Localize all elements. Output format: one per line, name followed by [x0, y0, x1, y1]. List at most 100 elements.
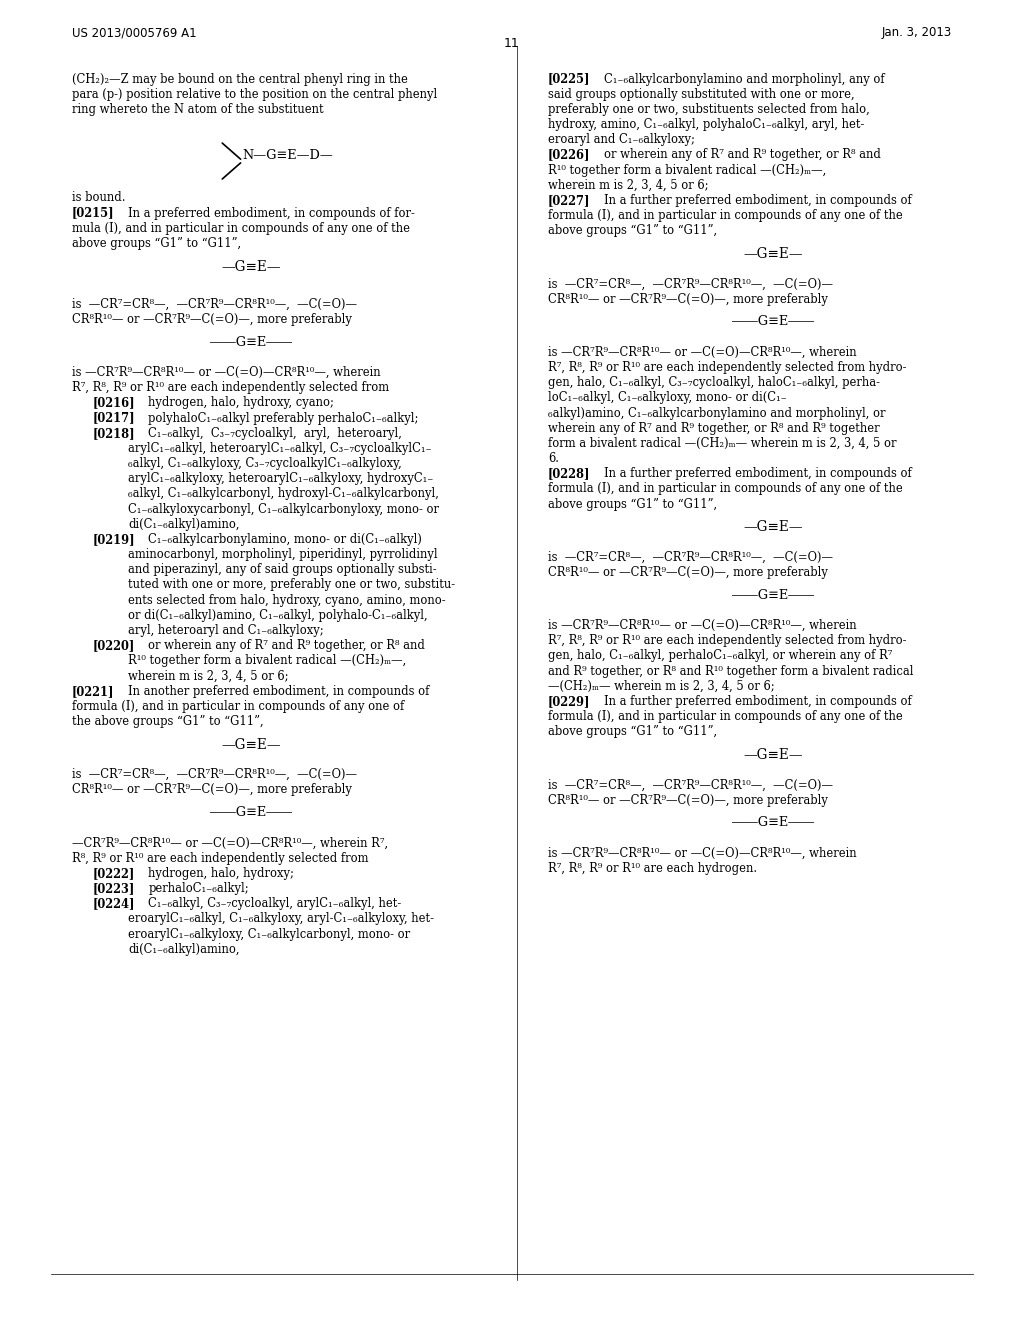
Text: —CR⁷R⁹—CR⁸R¹⁰— or —C(=O)—CR⁸R¹⁰—, wherein R⁷,: —CR⁷R⁹—CR⁸R¹⁰— or —C(=O)—CR⁸R¹⁰—, wherei… — [72, 837, 388, 850]
Text: or di(C₁₋₆alkyl)amino, C₁₋₆alkyl, polyhalo-C₁₋₆alkyl,: or di(C₁₋₆alkyl)amino, C₁₋₆alkyl, polyha… — [128, 609, 428, 622]
Text: or wherein any of R⁷ and R⁹ together, or R⁸ and: or wherein any of R⁷ and R⁹ together, or… — [148, 639, 425, 652]
Text: is —CR⁷R⁹—CR⁸R¹⁰— or —C(=O)—CR⁸R¹⁰—, wherein: is —CR⁷R⁹—CR⁸R¹⁰— or —C(=O)—CR⁸R¹⁰—, whe… — [548, 846, 856, 859]
Text: [0229]: [0229] — [548, 694, 591, 708]
Text: —G≡E—: —G≡E— — [221, 738, 281, 752]
Text: is —CR⁷R⁹—CR⁸R¹⁰— or —C(=O)—CR⁸R¹⁰—, wherein: is —CR⁷R⁹—CR⁸R¹⁰— or —C(=O)—CR⁸R¹⁰—, whe… — [548, 619, 856, 632]
Text: CR⁸R¹⁰— or —CR⁷R⁹—C(=O)—, more preferably: CR⁸R¹⁰— or —CR⁷R⁹—C(=O)—, more preferabl… — [548, 566, 827, 579]
Text: ――G≡E――: ――G≡E―― — [732, 816, 814, 829]
Text: is —CR⁷R⁹—CR⁸R¹⁰— or —C(=O)—CR⁸R¹⁰—, wherein: is —CR⁷R⁹—CR⁸R¹⁰— or —C(=O)—CR⁸R¹⁰—, whe… — [548, 346, 856, 359]
Text: the above groups “G1” to “G11”,: the above groups “G1” to “G11”, — [72, 715, 263, 729]
Text: In a further preferred embodiment, in compounds of: In a further preferred embodiment, in co… — [604, 467, 912, 480]
Text: C₁₋₆alkyl,  C₃₋₇cycloalkyl,  aryl,  heteroaryl,: C₁₋₆alkyl, C₃₋₇cycloalkyl, aryl, heteroa… — [148, 426, 402, 440]
Text: [0221]: [0221] — [72, 685, 115, 698]
Text: [0216]: [0216] — [92, 396, 135, 409]
Text: [0223]: [0223] — [92, 882, 134, 895]
Text: ――G≡E――: ――G≡E―― — [210, 335, 292, 348]
Text: [0228]: [0228] — [548, 467, 591, 480]
Text: R¹⁰ together form a bivalent radical —(CH₂)ₘ—,: R¹⁰ together form a bivalent radical —(C… — [548, 164, 826, 177]
Text: CR⁸R¹⁰— or —CR⁷R⁹—C(=O)—, more preferably: CR⁸R¹⁰— or —CR⁷R⁹—C(=O)—, more preferabl… — [548, 293, 827, 306]
Text: Jan. 3, 2013: Jan. 3, 2013 — [882, 26, 952, 40]
Text: is —CR⁷R⁹—CR⁸R¹⁰— or —C(=O)—CR⁸R¹⁰—, wherein: is —CR⁷R⁹—CR⁸R¹⁰— or —C(=O)—CR⁸R¹⁰—, whe… — [72, 366, 380, 379]
Text: aryl, heteroaryl and C₁₋₆alkyloxy;: aryl, heteroaryl and C₁₋₆alkyloxy; — [128, 624, 324, 638]
Text: —(CH₂)ₘ— wherein m is 2, 3, 4, 5 or 6;: —(CH₂)ₘ— wherein m is 2, 3, 4, 5 or 6; — [548, 680, 774, 693]
Text: mula (I), and in particular in compounds of any one of the: mula (I), and in particular in compounds… — [72, 222, 410, 235]
Text: C₁₋₆alkyloxycarbonyl, C₁₋₆alkylcarbonyloxy, mono- or: C₁₋₆alkyloxycarbonyl, C₁₋₆alkylcarbonylo… — [128, 503, 439, 516]
Text: above groups “G1” to “G11”,: above groups “G1” to “G11”, — [548, 498, 717, 511]
Text: is  —CR⁷=CR⁸—,  —CR⁷R⁹—CR⁸R¹⁰—,  —C(=O)—: is —CR⁷=CR⁸—, —CR⁷R⁹—CR⁸R¹⁰—, —C(=O)— — [548, 550, 833, 564]
Text: In another preferred embodiment, in compounds of: In another preferred embodiment, in comp… — [128, 685, 429, 698]
Text: [0217]: [0217] — [92, 412, 135, 425]
Text: R⁷, R⁸, R⁹ or R¹⁰ are each independently selected from hydro-: R⁷, R⁸, R⁹ or R¹⁰ are each independently… — [548, 360, 906, 374]
Text: ₆alkyl)amino, C₁₋₆alkylcarbonylamino and morpholinyl, or: ₆alkyl)amino, C₁₋₆alkylcarbonylamino and… — [548, 407, 886, 420]
Text: N—G≡E—D—: N—G≡E—D— — [243, 149, 334, 162]
Text: CR⁸R¹⁰— or —CR⁷R⁹—C(=O)—, more preferably: CR⁸R¹⁰— or —CR⁷R⁹—C(=O)—, more preferabl… — [72, 313, 351, 326]
Text: above groups “G1” to “G11”,: above groups “G1” to “G11”, — [548, 725, 717, 738]
Text: [0226]: [0226] — [548, 148, 591, 161]
Text: hydrogen, halo, hydroxy;: hydrogen, halo, hydroxy; — [148, 867, 294, 880]
Text: [0218]: [0218] — [92, 426, 135, 440]
Text: ――G≡E――: ――G≡E―― — [210, 807, 292, 820]
Text: aminocarbonyl, morpholinyl, piperidinyl, pyrrolidinyl: aminocarbonyl, morpholinyl, piperidinyl,… — [128, 548, 437, 561]
Text: formula (I), and in particular in compounds of any one of the: formula (I), and in particular in compou… — [548, 710, 902, 723]
Text: perhaloC₁₋₆alkyl;: perhaloC₁₋₆alkyl; — [148, 882, 249, 895]
Text: [0215]: [0215] — [72, 206, 115, 219]
Text: CR⁸R¹⁰— or —CR⁷R⁹—C(=O)—, more preferably: CR⁸R¹⁰— or —CR⁷R⁹—C(=O)—, more preferabl… — [548, 793, 827, 807]
Text: In a further preferred embodiment, in compounds of: In a further preferred embodiment, in co… — [604, 194, 912, 207]
Text: di(C₁₋₆alkyl)amino,: di(C₁₋₆alkyl)amino, — [128, 517, 240, 531]
Text: is  —CR⁷=CR⁸—,  —CR⁷R⁹—CR⁸R¹⁰—,  —C(=O)—: is —CR⁷=CR⁸—, —CR⁷R⁹—CR⁸R¹⁰—, —C(=O)— — [72, 768, 356, 781]
Text: above groups “G1” to “G11”,: above groups “G1” to “G11”, — [548, 224, 717, 238]
Text: is  —CR⁷=CR⁸—,  —CR⁷R⁹—CR⁸R¹⁰—,  —C(=O)—: is —CR⁷=CR⁸—, —CR⁷R⁹—CR⁸R¹⁰—, —C(=O)— — [548, 277, 833, 290]
Text: [0227]: [0227] — [548, 194, 591, 207]
Text: C₁₋₆alkyl, C₃₋₇cycloalkyl, arylC₁₋₆alkyl, het-: C₁₋₆alkyl, C₃₋₇cycloalkyl, arylC₁₋₆alkyl… — [148, 898, 401, 911]
Text: C₁₋₆alkylcarbonylamino and morpholinyl, any of: C₁₋₆alkylcarbonylamino and morpholinyl, … — [604, 73, 885, 86]
Text: preferably one or two, substituents selected from halo,: preferably one or two, substituents sele… — [548, 103, 869, 116]
Text: form a bivalent radical —(CH₂)ₘ— wherein m is 2, 3, 4, 5 or: form a bivalent radical —(CH₂)ₘ— wherein… — [548, 437, 896, 450]
Text: [0220]: [0220] — [92, 639, 134, 652]
Text: para (p-) position relative to the position on the central phenyl: para (p-) position relative to the posit… — [72, 87, 437, 100]
Text: ents selected from halo, hydroxy, cyano, amino, mono-: ents selected from halo, hydroxy, cyano,… — [128, 594, 445, 607]
Text: [0222]: [0222] — [92, 867, 134, 880]
Text: In a further preferred embodiment, in compounds of: In a further preferred embodiment, in co… — [604, 694, 912, 708]
Text: R¹⁰ together form a bivalent radical —(CH₂)ₘ—,: R¹⁰ together form a bivalent radical —(C… — [128, 655, 407, 668]
Text: 6.: 6. — [548, 451, 559, 465]
Text: said groups optionally substituted with one or more,: said groups optionally substituted with … — [548, 87, 854, 100]
Text: ₆alkyl, C₁₋₆alkylcarbonyl, hydroxyl-C₁₋₆alkylcarbonyl,: ₆alkyl, C₁₋₆alkylcarbonyl, hydroxyl-C₁₋₆… — [128, 487, 439, 500]
Text: (CH₂)₂—Z may be bound on the central phenyl ring in the: (CH₂)₂—Z may be bound on the central phe… — [72, 73, 408, 86]
Text: is bound.: is bound. — [72, 191, 125, 205]
Text: ――G≡E――: ――G≡E―― — [732, 589, 814, 602]
Text: ring whereto the N atom of the substituent: ring whereto the N atom of the substitue… — [72, 103, 324, 116]
Text: formula (I), and in particular in compounds of any one of the: formula (I), and in particular in compou… — [548, 482, 902, 495]
Text: R⁷, R⁸, R⁹ or R¹⁰ are each independently selected from hydro-: R⁷, R⁸, R⁹ or R¹⁰ are each independently… — [548, 634, 906, 647]
Text: CR⁸R¹⁰— or —CR⁷R⁹—C(=O)—, more preferably: CR⁸R¹⁰— or —CR⁷R⁹—C(=O)—, more preferabl… — [72, 783, 351, 796]
Text: gen, halo, C₁₋₆alkyl, C₃₋₇cycloalkyl, haloC₁₋₆alkyl, perha-: gen, halo, C₁₋₆alkyl, C₃₋₇cycloalkyl, ha… — [548, 376, 880, 389]
Text: or wherein any of R⁷ and R⁹ together, or R⁸ and: or wherein any of R⁷ and R⁹ together, or… — [604, 148, 881, 161]
Text: hydrogen, halo, hydroxy, cyano;: hydrogen, halo, hydroxy, cyano; — [148, 396, 335, 409]
Text: 11: 11 — [504, 37, 520, 50]
Text: R⁸, R⁹ or R¹⁰ are each independently selected from: R⁸, R⁹ or R¹⁰ are each independently sel… — [72, 851, 369, 865]
Text: loC₁₋₆alkyl, C₁₋₆alkyloxy, mono- or di(C₁₋: loC₁₋₆alkyl, C₁₋₆alkyloxy, mono- or di(C… — [548, 391, 786, 404]
Text: US 2013/0005769 A1: US 2013/0005769 A1 — [72, 26, 197, 40]
Text: polyhaloC₁₋₆alkyl preferably perhaloC₁₋₆alkyl;: polyhaloC₁₋₆alkyl preferably perhaloC₁₋₆… — [148, 412, 419, 425]
Text: R⁷, R⁸, R⁹ or R¹⁰ are each hydrogen.: R⁷, R⁸, R⁹ or R¹⁰ are each hydrogen. — [548, 862, 757, 875]
Text: and R⁹ together, or R⁸ and R¹⁰ together form a bivalent radical: and R⁹ together, or R⁸ and R¹⁰ together … — [548, 664, 913, 677]
Text: eroarylC₁₋₆alkyl, C₁₋₆alkyloxy, aryl-C₁₋₆alkyloxy, het-: eroarylC₁₋₆alkyl, C₁₋₆alkyloxy, aryl-C₁₋… — [128, 912, 434, 925]
Text: gen, halo, C₁₋₆alkyl, perhaloC₁₋₆alkyl, or wherein any of R⁷: gen, halo, C₁₋₆alkyl, perhaloC₁₋₆alkyl, … — [548, 649, 892, 663]
Text: and piperazinyl, any of said groups optionally substi-: and piperazinyl, any of said groups opti… — [128, 564, 436, 577]
Text: [0219]: [0219] — [92, 533, 135, 546]
Text: C₁₋₆alkylcarbonylamino, mono- or di(C₁₋₆alkyl): C₁₋₆alkylcarbonylamino, mono- or di(C₁₋₆… — [148, 533, 422, 546]
Text: arylC₁₋₆alkyl, heteroarylC₁₋₆alkyl, C₃₋₇cycloalkylC₁₋: arylC₁₋₆alkyl, heteroarylC₁₋₆alkyl, C₃₋₇… — [128, 442, 432, 455]
Text: is  —CR⁷=CR⁸—,  —CR⁷R⁹—CR⁸R¹⁰—,  —C(=O)—: is —CR⁷=CR⁸—, —CR⁷R⁹—CR⁸R¹⁰—, —C(=O)— — [548, 779, 833, 792]
Text: —G≡E—: —G≡E— — [221, 260, 281, 273]
Text: wherein m is 2, 3, 4, 5 or 6;: wherein m is 2, 3, 4, 5 or 6; — [128, 669, 289, 682]
Text: —G≡E—: —G≡E— — [743, 247, 803, 261]
Text: wherein m is 2, 3, 4, 5 or 6;: wherein m is 2, 3, 4, 5 or 6; — [548, 178, 709, 191]
Text: R⁷, R⁸, R⁹ or R¹⁰ are each independently selected from: R⁷, R⁸, R⁹ or R¹⁰ are each independently… — [72, 381, 389, 395]
Text: [0225]: [0225] — [548, 73, 591, 86]
Text: wherein any of R⁷ and R⁹ together, or R⁸ and R⁹ together: wherein any of R⁷ and R⁹ together, or R⁸… — [548, 421, 880, 434]
Text: formula (I), and in particular in compounds of any one of: formula (I), and in particular in compou… — [72, 700, 403, 713]
Text: —G≡E—: —G≡E— — [743, 520, 803, 535]
Text: hydroxy, amino, C₁₋₆alkyl, polyhaloC₁₋₆alkyl, aryl, het-: hydroxy, amino, C₁₋₆alkyl, polyhaloC₁₋₆a… — [548, 117, 864, 131]
Text: ₆alkyl, C₁₋₆alkyloxy, C₃₋₇cycloalkylC₁₋₆alkyloxy,: ₆alkyl, C₁₋₆alkyloxy, C₃₋₇cycloalkylC₁₋₆… — [128, 457, 401, 470]
Text: [0224]: [0224] — [92, 898, 135, 911]
Text: eroarylC₁₋₆alkyloxy, C₁₋₆alkylcarbonyl, mono- or: eroarylC₁₋₆alkyloxy, C₁₋₆alkylcarbonyl, … — [128, 928, 411, 941]
